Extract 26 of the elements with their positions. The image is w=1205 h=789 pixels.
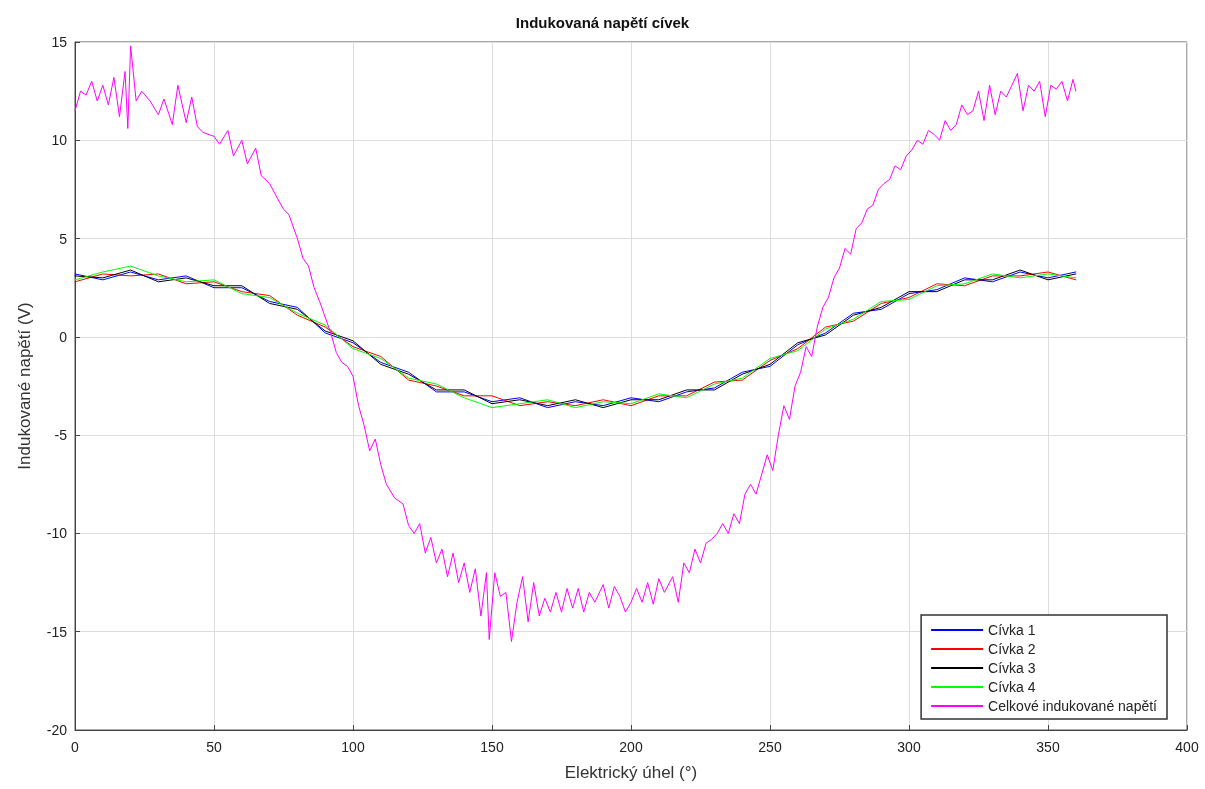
legend-label: Cívka 1 [988,622,1036,638]
y-axis-title: Indukované napětí (V) [15,302,34,470]
y-tick-label: 0 [59,328,68,345]
x-tick-label: 0 [71,739,80,755]
y-tick-label: -20 [46,722,68,738]
x-tick-label: 200 [619,739,643,755]
y-tick-label: -5 [54,427,68,444]
x-tick-label: 400 [1175,739,1199,755]
x-tick-label: 150 [480,739,504,755]
legend-label: Cívka 4 [988,679,1036,695]
y-tick-label: 10 [51,132,68,149]
x-tick-label: 350 [1036,739,1060,755]
legend-label: Celkové indukované napětí [988,698,1158,714]
line-series [74,45,1077,643]
legend-label: Cívka 2 [988,641,1036,657]
y-tick-label: -10 [46,525,68,542]
x-tick-label: 250 [758,739,782,755]
legend-label: Cívka 3 [988,660,1036,676]
x-tick-label: 50 [206,739,222,755]
y-tick-label: -15 [46,623,68,640]
y-tick-label: 5 [59,230,68,247]
x-axis-title: Elektrický úhel (°) [564,763,698,782]
chart-title: Indukovaná napětí cívek [515,14,690,31]
x-tick-label: 100 [341,739,365,755]
y-tick-label: 15 [51,34,68,50]
x-tick-label: 300 [897,739,921,755]
